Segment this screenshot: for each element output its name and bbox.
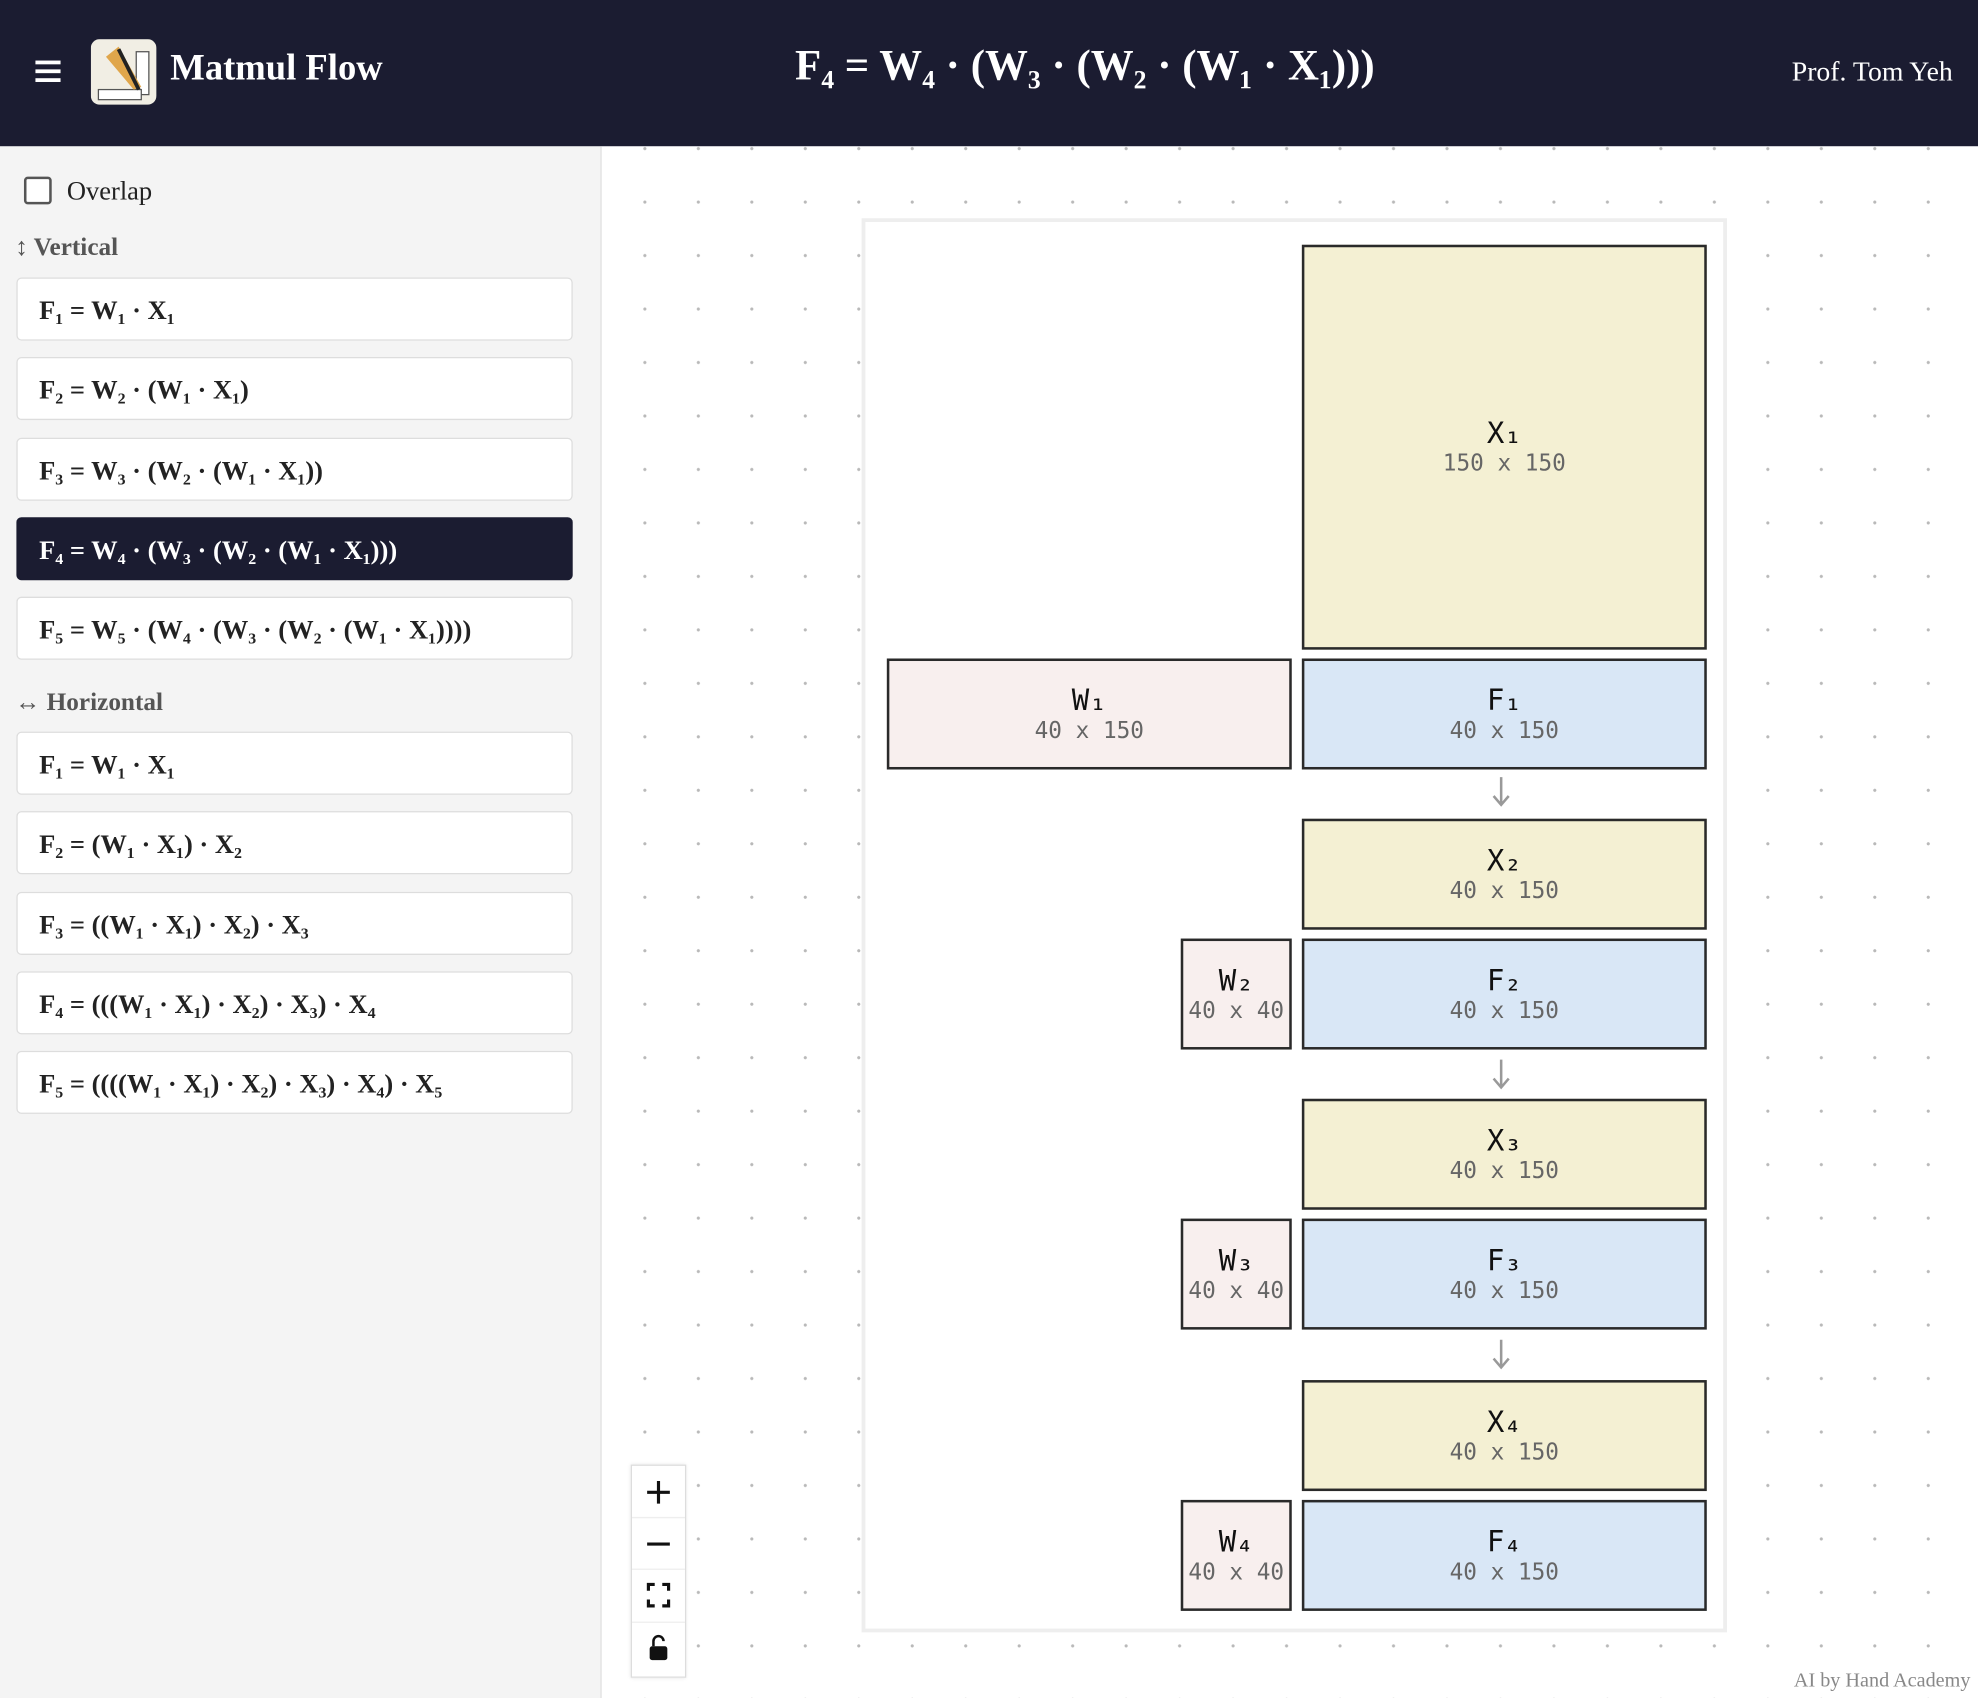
formula-option[interactable]: F₁ = W₁ · X₁: [16, 277, 573, 341]
section-label: ↕ Vertical: [15, 233, 119, 262]
menu-button[interactable]: [35, 58, 65, 86]
matrix-block[interactable]: X₃ 40 x 150: [1301, 1098, 1707, 1210]
formula-option[interactable]: F₃ = ((W₁ · X₁) · X₂) · X₃: [16, 891, 573, 955]
matrix-size: 40 x 150: [1449, 1157, 1559, 1184]
matrix-name: F₃: [1486, 1244, 1522, 1278]
matrix-name: X₃: [1486, 1124, 1522, 1158]
formula-option[interactable]: F₂ = (W₁ · X₁) · X₂: [16, 811, 573, 875]
overlap-label: Overlap: [66, 175, 153, 206]
matrix-name: X₁: [1486, 417, 1522, 451]
canvas: X₁ 150 x 150 W₁ 40 x 150 F₁ 40 x 150 X₂ 40 x 15…: [601, 146, 1978, 1698]
formula-option[interactable]: F₃ = W₃ · (W₂ · (W₁ · X₁)): [16, 437, 573, 501]
footer: AI by Hand Academy: [1793, 1670, 1971, 1692]
matrix-block[interactable]: W₄ 40 x 40: [1180, 1499, 1292, 1611]
arrows: [1492, 777, 1510, 1370]
header-formula: F₄ = W₄ · (W₃ · (W₂ · (W₁ · X₁))): [795, 42, 1375, 90]
matrix-block[interactable]: F₂ 40 x 150: [1301, 938, 1707, 1050]
author: Prof. Tom Yeh: [1791, 55, 1953, 88]
section-label: ↔ Horizontal: [15, 688, 164, 717]
matrix-size: 40 x 150: [1449, 717, 1559, 744]
matrix-block[interactable]: W₃ 40 x 40: [1180, 1218, 1292, 1330]
matrix-block[interactable]: F₁ 40 x 150: [1301, 658, 1707, 770]
matrix-name: F₁: [1486, 684, 1522, 718]
matrix-size: 150 x 150: [1442, 450, 1566, 477]
app-title: Matmul Flow: [170, 47, 383, 89]
overlap-checkbox[interactable]: [23, 176, 52, 205]
formula-option[interactable]: F₅ = W₅ · (W₄ · (W₃ · (W₂ · (W₁ · X₁)))): [16, 596, 573, 660]
matrix-block[interactable]: F₃ 40 x 150: [1301, 1218, 1707, 1330]
matrix-name: X₂: [1486, 844, 1522, 878]
matrix-block[interactable]: X₁ 150 x 150: [1301, 244, 1707, 650]
matrix-size: 40 x 150: [1449, 997, 1559, 1024]
logo: [90, 39, 157, 105]
matrix-name: X₄: [1486, 1405, 1522, 1439]
header: Matmul Flow F₄ = W₄ · (W₃ · (W₂ · (W₁ · …: [0, 0, 1978, 147]
matrix-size: 40 x 150: [1034, 717, 1144, 744]
matrix-name: F₂: [1486, 964, 1522, 998]
formula-option[interactable]: F₄ = W₄ · (W₃ · (W₂ · (W₁ · X₁))): [16, 517, 573, 581]
matrix-name: W₄: [1218, 1525, 1254, 1559]
matrix-name: W₂: [1218, 964, 1254, 998]
zoom-controls: [630, 1464, 687, 1678]
sidebar: Overlap ↕ Vertical ↔ Horizontal F₁ = W₁ …: [0, 146, 602, 1698]
matrix-size: 40 x 150: [1449, 877, 1559, 904]
formula-option[interactable]: F₄ = (((W₁ · X₁) · X₂) · X₃) · X₄: [16, 971, 573, 1035]
formula-option[interactable]: F₅ = ((((W₁ · X₁) · X₂) · X₃) · X₄) · X₅: [16, 1051, 573, 1115]
matrix-size: 40 x 150: [1449, 1277, 1559, 1304]
formula-option[interactable]: F₂ = W₂ · (W₁ · X₁): [16, 357, 573, 421]
matrix-block[interactable]: X₄ 40 x 150: [1301, 1380, 1707, 1492]
matrix-block[interactable]: W₂ 40 x 40: [1180, 938, 1292, 1050]
matrix-size: 40 x 40: [1188, 997, 1285, 1024]
matrix-size: 40 x 40: [1188, 1558, 1285, 1586]
matrix-name: W₁: [1071, 684, 1107, 718]
matrix-size: 40 x 40: [1188, 1277, 1285, 1304]
matrix-size: 40 x 150: [1449, 1438, 1559, 1466]
formula-option[interactable]: F₁ = W₁ · X₁: [16, 731, 573, 795]
matrix-size: 40 x 150: [1449, 1558, 1559, 1586]
matrix-block[interactable]: F₄ 40 x 150: [1301, 1499, 1707, 1611]
matrix-name: F₄: [1486, 1525, 1522, 1559]
matrix-name: W₃: [1218, 1244, 1254, 1278]
matrix-block[interactable]: X₂ 40 x 150: [1301, 818, 1707, 930]
matrix-block[interactable]: W₁ 40 x 150: [886, 658, 1292, 770]
